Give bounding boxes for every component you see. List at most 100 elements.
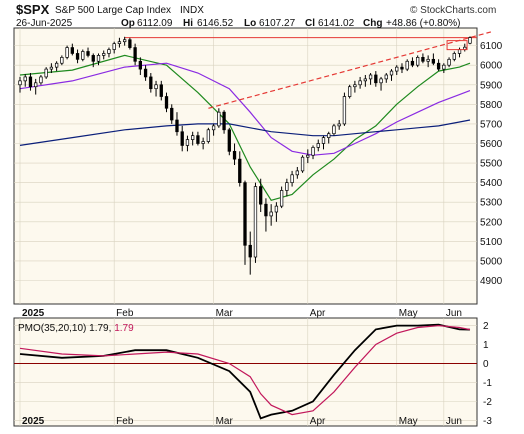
candle [39,74,43,85]
candle-body [295,170,299,176]
candle-body [374,74,378,84]
candle-body [395,66,399,72]
candle [379,76,383,91]
pmo-marks [14,323,477,420]
candle [143,65,148,81]
candle-body [389,70,394,76]
candle-body [358,80,362,86]
candle [70,43,74,56]
candle [410,57,415,68]
candle [279,186,284,209]
candle-body [138,60,142,70]
pmo-tick-label: -1 [483,378,492,389]
candle-body [175,119,179,133]
candle-body [154,84,158,90]
candle-body [34,82,38,88]
candle-body [279,190,284,207]
price-tick-label: 5600 [480,139,503,150]
candle [253,182,258,263]
candle [60,55,64,66]
pmo-legend-value: 1.79 [89,323,109,334]
candle [285,178,289,197]
candle [332,123,336,136]
candle-body [410,60,415,66]
candle [96,53,101,66]
candle [389,69,394,81]
candle [222,110,226,134]
candle [217,108,221,128]
candle [311,145,315,160]
candle-body [185,139,190,146]
candle [405,59,409,72]
candle [81,49,85,62]
candle [363,74,367,87]
candle-body [426,58,430,62]
candle-body [290,174,294,183]
candle [154,80,158,97]
candle [436,59,441,72]
candle-body [248,244,252,258]
brand-label: © StockCharts.com [410,5,496,16]
candle [34,78,38,95]
candle [44,67,48,79]
x-axis-label: May [399,308,418,319]
highlight-box [446,40,468,51]
candle-body [133,47,137,62]
candle [75,49,80,64]
candle [65,45,69,60]
candle-body [238,158,242,183]
price-tick-label: 5500 [480,159,503,170]
candle [306,149,310,164]
candle-body [39,76,43,84]
candle [86,47,90,58]
candle [400,63,404,74]
candle [54,61,59,72]
pmo-x-axis-label: May [399,416,418,427]
candle [452,51,456,62]
candle [384,73,388,83]
candle [300,155,305,173]
price-tick-label: 5200 [480,217,503,228]
candle-body [180,131,184,146]
exchange: INDX [180,5,204,16]
candle-body [384,74,388,80]
candle-body [447,58,451,66]
candle-body [222,111,226,131]
x-axis-label: 2025 [22,308,45,319]
pmo-legend-signal: 1.79 [114,323,134,334]
candle-body [70,47,74,54]
candle [269,204,273,226]
candle [128,37,132,50]
candle-body [405,60,409,70]
cl-label: Cl [305,18,315,29]
candle-body [274,205,279,213]
price-tick-label: 5400 [480,178,503,189]
candle-body [107,49,111,54]
candle-body [211,125,216,131]
price-tick-label: 5300 [480,198,503,209]
candle-body [332,125,336,135]
candle-body [164,96,169,109]
price-tick-label: 4900 [480,276,503,287]
candle-body [91,55,95,62]
candle [337,120,341,130]
candle [159,80,163,101]
candle [191,131,195,146]
candle-body [128,39,132,48]
candle-body [431,58,436,64]
pmo-panel [13,317,478,427]
pmo-tick-label: 2 [483,321,489,332]
price-tick-label: 5100 [480,237,503,248]
candle [342,92,347,126]
candle [123,36,127,46]
price-marks [18,31,492,275]
x-axis-label: Feb [116,308,134,319]
candle [321,135,326,150]
x-axis-label: Mar [216,308,234,319]
candle-body [442,64,446,70]
candle-body [23,76,27,82]
candle-body [243,182,247,246]
chg-value: +48.86 (+0.80%) [386,18,461,29]
candle-body [149,76,153,90]
